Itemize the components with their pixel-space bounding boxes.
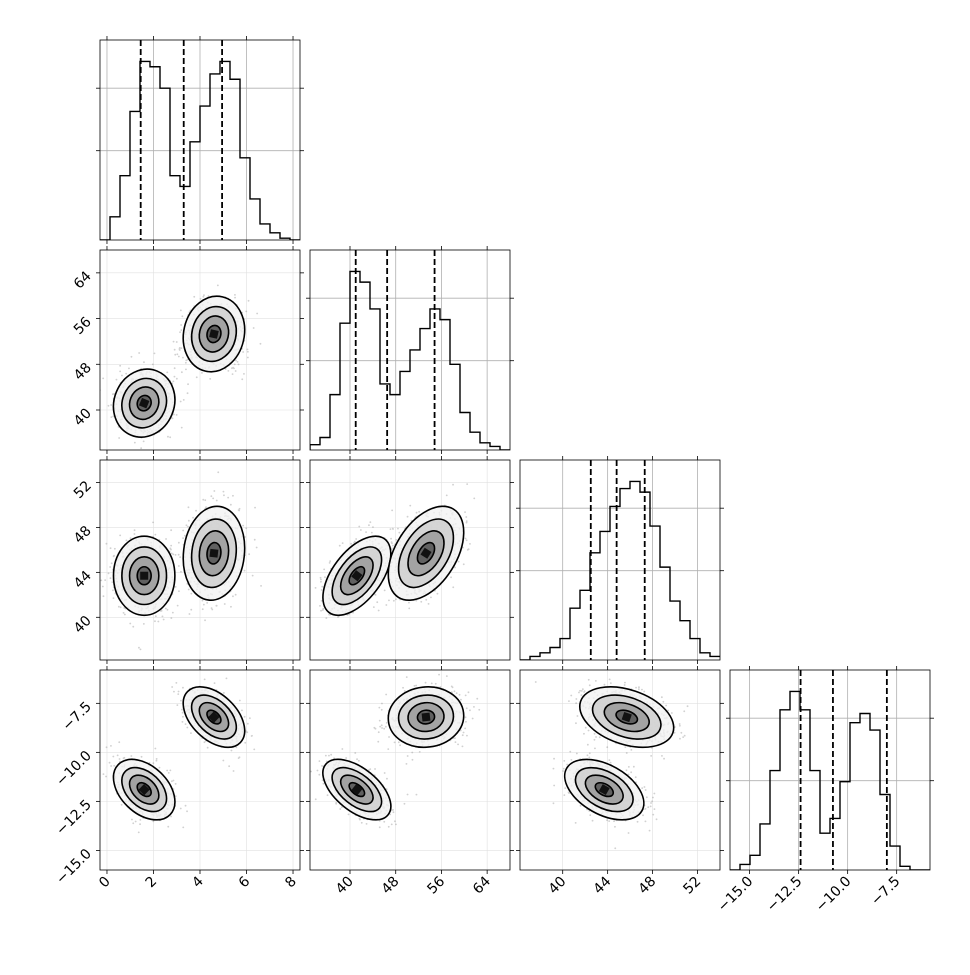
- density-panel-2-0: [96, 456, 304, 664]
- density-peak: [598, 784, 610, 796]
- density-panel-3-1: [306, 666, 514, 874]
- density-peak: [138, 783, 150, 796]
- x-tick-label: −7.5: [868, 874, 903, 909]
- density-panel-3-2: [516, 666, 724, 874]
- histogram-steps: [100, 60, 300, 240]
- density-cluster: [112, 758, 176, 821]
- histogram-panel-0: [96, 36, 304, 244]
- density-peak: [351, 570, 363, 582]
- density-panel-2-1: [306, 456, 514, 664]
- y-tick-label: −12.5: [53, 797, 95, 839]
- x-tick-label: 56: [424, 873, 448, 897]
- panel-frame: [519, 669, 721, 871]
- density-panel-3-0: [96, 666, 304, 874]
- y-tick-label: 52: [71, 478, 95, 502]
- histogram-panel-1: [306, 246, 514, 454]
- y-tick-label: −10.0: [53, 748, 95, 790]
- x-tick-label: 48: [379, 874, 403, 898]
- density-cluster: [112, 368, 176, 438]
- density-cluster: [322, 535, 392, 617]
- x-tick-label: 44: [591, 873, 615, 897]
- x-tick-label: 52: [680, 874, 704, 898]
- y-tick-label: −15.0: [53, 846, 95, 888]
- density-peak: [351, 783, 363, 796]
- density-cluster: [387, 505, 465, 602]
- y-tick-label: 40: [71, 613, 95, 637]
- x-tick-label: 64: [470, 873, 494, 897]
- histogram-panel-3: [726, 666, 934, 874]
- x-tick-label: 4: [189, 873, 207, 891]
- density-peak: [138, 397, 150, 409]
- density-cluster: [182, 686, 246, 749]
- panel-frame: [309, 459, 511, 661]
- y-tick-label: 48: [71, 523, 95, 547]
- density-peak: [208, 711, 220, 723]
- density-peak: [209, 329, 219, 339]
- density-peak: [209, 548, 219, 558]
- density-cluster: [578, 686, 675, 749]
- density-peak: [621, 711, 632, 723]
- y-tick-label: 56: [71, 314, 95, 338]
- panel-frame: [729, 669, 931, 871]
- histogram-steps: [730, 690, 930, 870]
- x-tick-label: −10.0: [813, 874, 855, 916]
- panel-frame: [309, 669, 511, 871]
- histogram-steps: [310, 270, 510, 450]
- x-tick-label: 40: [546, 874, 570, 898]
- x-tick-label: −12.5: [764, 874, 806, 916]
- density-cluster: [563, 758, 645, 821]
- x-tick-label: −15.0: [715, 874, 757, 916]
- y-tick-label: 64: [71, 268, 95, 292]
- density-cluster: [182, 505, 246, 602]
- histogram-panel-2: [516, 456, 724, 664]
- sample-points: [102, 677, 256, 834]
- density-peak: [420, 547, 432, 559]
- x-tick-label: 6: [236, 873, 254, 891]
- panel-frame: [309, 249, 511, 451]
- x-tick-label: 8: [282, 874, 300, 892]
- y-tick-label: 44: [71, 568, 95, 592]
- y-tick-label: −7.5: [59, 699, 94, 734]
- density-cluster: [112, 535, 176, 617]
- y-tick-label: 40: [71, 406, 95, 430]
- histogram-steps: [520, 480, 720, 660]
- density-peak: [421, 712, 431, 722]
- density-panel-1-0: [96, 246, 304, 454]
- y-tick-label: 48: [71, 360, 95, 384]
- x-tick-label: 0: [96, 874, 114, 892]
- density-cluster: [387, 686, 465, 749]
- density-cluster: [322, 758, 392, 821]
- x-tick-label: 48: [635, 874, 659, 898]
- x-tick-label: 40: [333, 874, 357, 898]
- density-cluster: [182, 295, 246, 373]
- x-tick-label: 2: [143, 874, 161, 892]
- panel-frame: [519, 459, 721, 661]
- density-peak: [140, 571, 149, 580]
